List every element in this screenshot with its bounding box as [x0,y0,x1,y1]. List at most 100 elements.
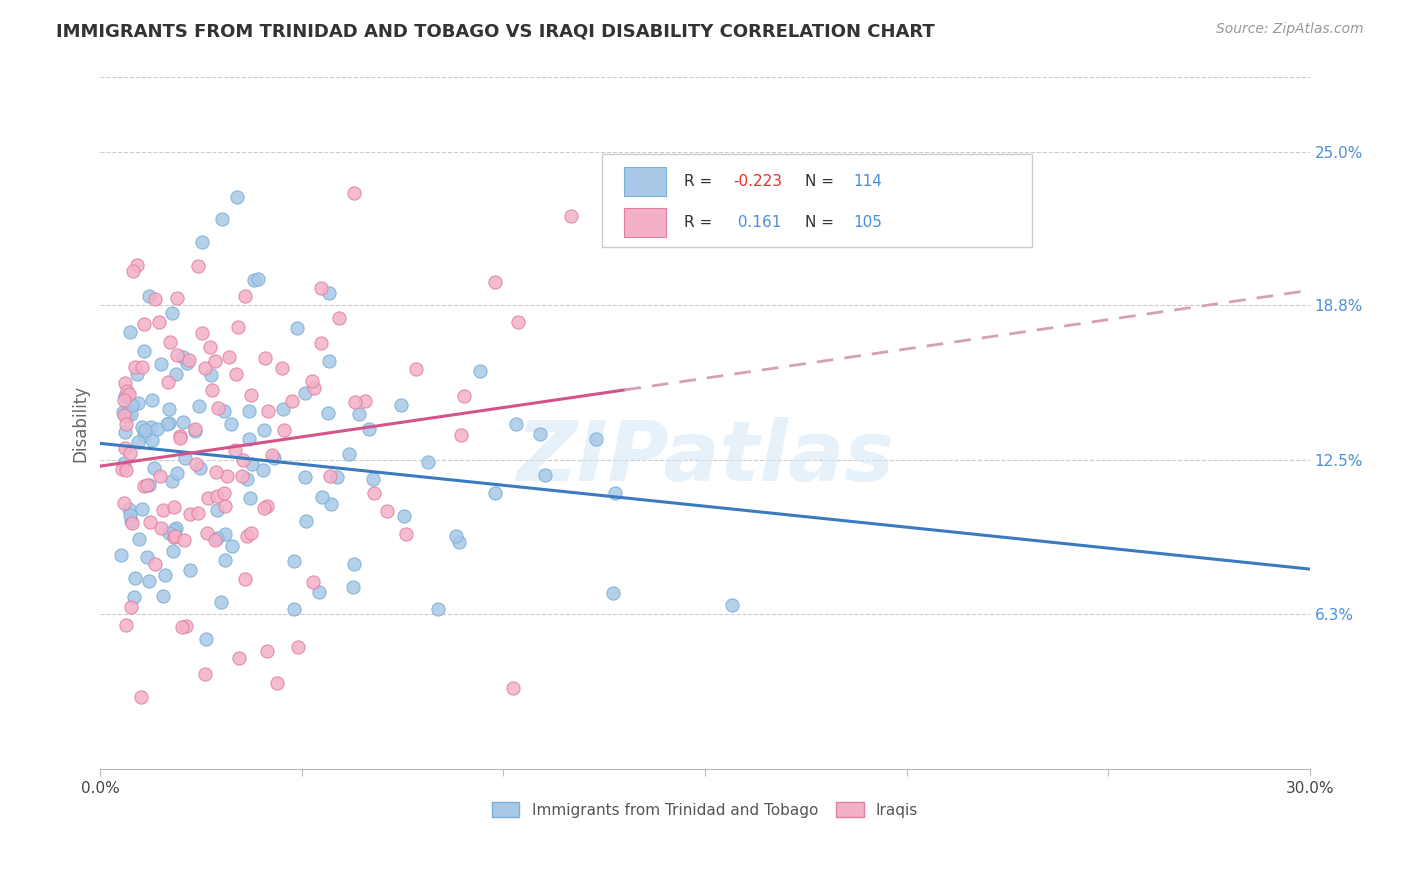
Point [309,335,332,350]
Point [188,399,211,413]
Point [194,361,217,376]
Point [252,463,274,477]
Point [271,402,294,417]
Text: 105: 105 [853,215,883,230]
Point [301,575,323,590]
Point [212,485,235,500]
Point [157,526,180,541]
Point [502,681,524,695]
Point [169,428,191,442]
Point [318,468,340,483]
Text: 0.161: 0.161 [733,215,782,230]
Point [361,472,384,486]
Point [115,405,138,419]
Point [114,388,136,402]
Point [138,478,160,492]
Point [127,435,149,450]
Point [115,384,138,399]
Point [169,431,191,445]
Point [173,533,195,548]
Point [238,404,260,418]
Text: 114: 114 [853,175,883,189]
Point [197,491,219,505]
Point [603,485,626,500]
Point [318,406,340,420]
Point [132,479,155,493]
Point [311,491,333,505]
Point [302,381,325,395]
Point [256,644,278,658]
Point [131,502,153,516]
Point [186,458,208,472]
Point [162,544,184,558]
Point [418,455,440,469]
Point [187,259,209,273]
Point [120,599,142,614]
Point [165,367,187,381]
Point [224,443,246,458]
Point [228,651,250,665]
Point [149,469,172,483]
Point [187,506,209,520]
Point [446,529,468,543]
Point [162,527,184,541]
Point [127,396,149,410]
Point [585,432,607,446]
Point [243,272,266,286]
Point [114,463,136,477]
Point [156,417,179,431]
Point [112,405,135,419]
Point [118,387,141,401]
Text: N =: N = [806,215,839,230]
Point [239,491,262,506]
Point [165,521,187,535]
Point [172,351,194,365]
Point [287,640,309,655]
Point [205,531,228,545]
Point [184,425,207,439]
Point [363,485,385,500]
Point [233,572,256,586]
Point [118,325,141,339]
Point [121,516,143,531]
Point [131,360,153,375]
Point [141,433,163,447]
Point [228,320,250,334]
Point [394,509,416,524]
Point [124,571,146,585]
Point [225,367,247,381]
Point [112,496,135,510]
Point [143,461,166,475]
Point [214,500,236,514]
Point [120,446,142,460]
Point [236,529,259,543]
Point [285,321,308,335]
Point [328,310,350,325]
Point [176,355,198,369]
Point [179,507,201,521]
Point [337,447,360,461]
Point [188,461,211,475]
Point [195,526,218,541]
Point [139,515,162,529]
Point [205,465,228,479]
Point [150,521,173,535]
Point [602,586,624,600]
Point [506,315,529,329]
Point [344,395,367,409]
FancyBboxPatch shape [602,153,1032,247]
Point [135,550,157,565]
Point [253,501,276,516]
Point [163,524,186,538]
Point [115,417,138,431]
Point [470,364,492,378]
Point [170,620,193,634]
Point [200,368,222,382]
Point [179,564,201,578]
Point [308,584,330,599]
Point [263,450,285,465]
Legend: Immigrants from Trinidad and Tobago, Iraqis: Immigrants from Trinidad and Tobago, Ira… [485,796,924,824]
Point [159,334,181,349]
Point [211,212,233,227]
Point [125,367,148,381]
